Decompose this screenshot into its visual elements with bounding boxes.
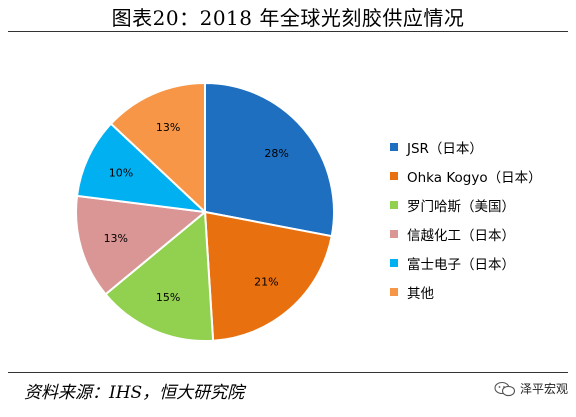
pie-slice xyxy=(75,122,208,214)
legend-item: Ohka Kogyo（日本） xyxy=(390,161,542,190)
legend-label: Ohka Kogyo（日本） xyxy=(407,169,542,186)
slice-data-label: 13% xyxy=(104,232,128,245)
legend-label: 富士电子（日本） xyxy=(407,256,515,273)
pie-slice xyxy=(104,209,215,342)
slice-data-label: 28% xyxy=(264,147,288,160)
legend-item: 信越化工（日本） xyxy=(390,219,542,248)
legend: JSR（日本） Ohka Kogyo（日本） 罗门哈斯（美国） 信越化工（日本） 富士电… xyxy=(390,132,542,306)
legend-item: 罗门哈斯（美国） xyxy=(390,190,542,219)
legend-swatch xyxy=(390,142,398,151)
pie-slice xyxy=(203,210,333,342)
slice-data-label: 21% xyxy=(254,276,278,289)
legend-swatch xyxy=(390,171,398,180)
slice-data-label: 10% xyxy=(109,167,133,180)
watermark-text: 泽平宏观 xyxy=(519,382,568,396)
pie-slice xyxy=(75,194,208,296)
watermark: 泽平宏观 xyxy=(494,380,568,397)
legend-label: 信越化工（日本） xyxy=(407,227,515,244)
legend-swatch xyxy=(390,258,398,267)
legend-swatch xyxy=(390,200,398,209)
slice-data-label: 13% xyxy=(156,121,180,134)
top-divider xyxy=(8,31,568,32)
pie-slice xyxy=(109,81,206,215)
legend-label: 其他 xyxy=(407,285,434,302)
bottom-divider xyxy=(8,372,568,373)
chart-title: 图表20：2018 年全球光刻胶供应情况 xyxy=(111,6,465,30)
legend-item: 其他 xyxy=(390,277,542,306)
legend-swatch xyxy=(390,287,398,296)
slice-data-label: 15% xyxy=(156,291,180,304)
legend-swatch xyxy=(390,229,398,238)
pie-slice xyxy=(204,81,335,238)
legend-item: JSR（日本） xyxy=(390,132,542,161)
legend-item: 富士电子（日本） xyxy=(390,248,542,277)
legend-label: 罗门哈斯（美国） xyxy=(407,198,515,215)
wechat-icon xyxy=(494,381,516,396)
source-note: 资料来源：IHS，恒大研究院 xyxy=(24,383,245,403)
legend-label: JSR（日本） xyxy=(407,140,483,157)
